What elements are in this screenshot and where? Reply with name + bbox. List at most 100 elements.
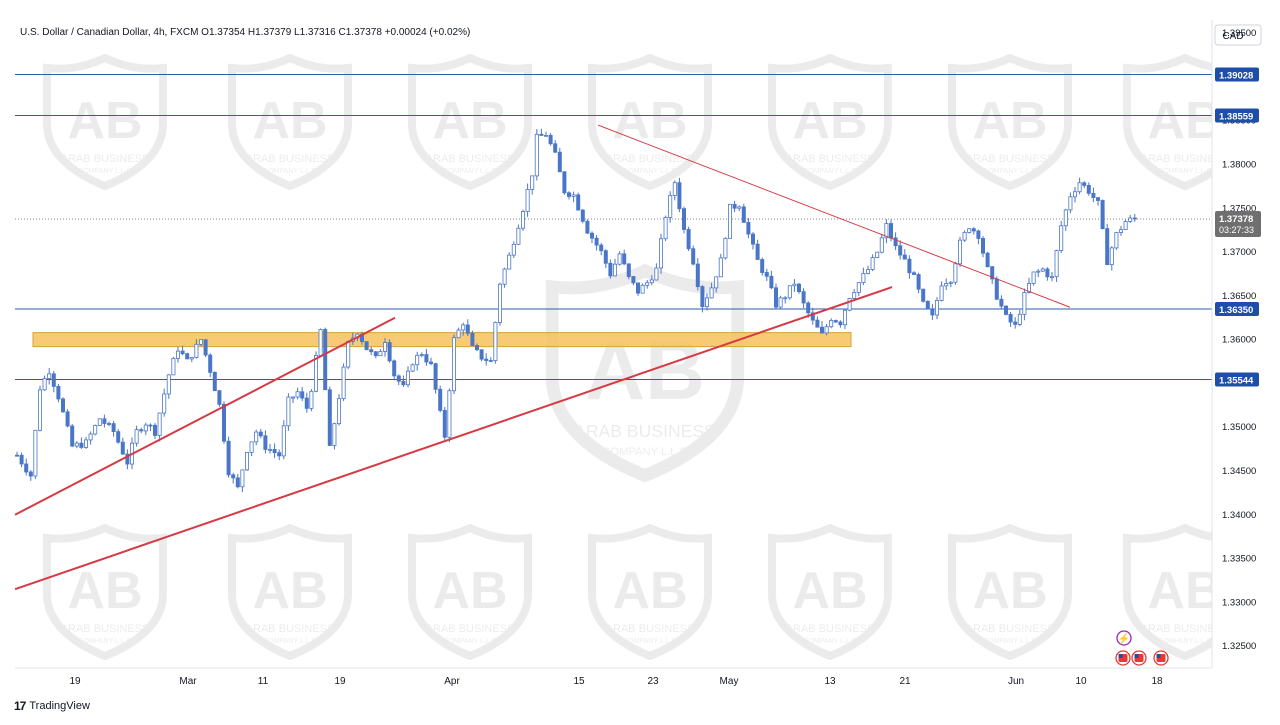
candle-body: [659, 238, 664, 269]
candle-body: [709, 287, 714, 299]
watermark-subtext: COMPANY L.L.C: [263, 168, 316, 175]
candle-body: [281, 425, 286, 457]
x-tick-label: 13: [824, 676, 836, 687]
candle-body: [42, 378, 47, 391]
economic-events[interactable]: ⚡: [1115, 630, 1169, 666]
candle-body: [539, 133, 544, 136]
watermark-logo: AB: [972, 562, 1047, 620]
candle-body: [962, 232, 967, 241]
candle-body: [852, 292, 857, 299]
candle-body: [737, 206, 742, 209]
candle-body: [272, 448, 277, 454]
shield-outline: [948, 53, 1072, 191]
candle-body: [70, 425, 75, 447]
candle-body: [295, 391, 300, 398]
candle-body: [580, 209, 585, 222]
candle-body: [902, 254, 907, 260]
candle-body: [640, 284, 645, 294]
candle-body: [189, 357, 194, 360]
candle-body: [373, 351, 378, 357]
candle-body: [323, 329, 328, 391]
candle-body: [74, 442, 79, 447]
watermark-subtext: COMPANY L.L.C: [803, 638, 856, 645]
candle-body: [97, 418, 102, 426]
trendlines: [14, 124, 1071, 591]
level-price-label: 1.36350: [1219, 305, 1253, 316]
candle-body: [760, 259, 765, 273]
candle-body: [1013, 321, 1018, 325]
flag-canton: [1134, 654, 1139, 658]
y-tick-label: 1.34000: [1222, 510, 1256, 521]
candle-body: [838, 321, 843, 326]
level-price-tag: [1215, 372, 1259, 387]
shield-outline: [228, 53, 352, 191]
candle-body: [125, 453, 130, 465]
candle-body: [631, 276, 636, 284]
candle-body: [1054, 250, 1059, 278]
watermark-subtext: COMPANY L.L.C: [983, 168, 1036, 175]
candle-body: [419, 354, 424, 356]
candle-body: [672, 182, 677, 196]
y-tick-label: 1.32500: [1222, 641, 1256, 652]
candle-body: [428, 361, 433, 365]
x-tick-label: 15: [573, 676, 585, 687]
candle-body: [1077, 182, 1082, 193]
candle-body: [939, 285, 944, 301]
candle-body: [521, 211, 526, 229]
support-zone-rect: [32, 332, 852, 348]
candle-body: [585, 220, 590, 234]
candle-body: [783, 297, 788, 300]
candle-body: [401, 380, 406, 386]
candle-body: [654, 267, 659, 281]
candle-body: [378, 351, 383, 357]
candle-body: [28, 471, 33, 477]
candle-body: [171, 357, 176, 376]
candle-body: [254, 431, 259, 443]
y-tick-label: 1.38000: [1222, 159, 1256, 170]
candle-body: [484, 358, 489, 361]
candle-body: [843, 309, 848, 326]
candle-body: [465, 324, 470, 334]
candle-body: [221, 403, 226, 442]
candle-body: [741, 206, 746, 223]
watermark-subtext: COMPANY L.L.C: [443, 638, 496, 645]
candle-body: [1109, 247, 1114, 266]
candle-body: [415, 354, 420, 366]
candle-body: [226, 440, 231, 476]
candle-body: [622, 253, 627, 265]
watermark-shield-icon: AB ARAB BUSINESS COMPANY L.L.C: [43, 53, 167, 191]
candle-body: [958, 239, 963, 265]
candle-body: [603, 250, 608, 264]
watermark-logo: AB: [67, 562, 142, 620]
candle-body: [856, 282, 861, 293]
watermark-subtext: COMPANY L.L.C: [803, 168, 856, 175]
candle-body: [212, 371, 217, 392]
candle-body: [594, 237, 599, 246]
y-tick-label: 1.37500: [1222, 203, 1256, 214]
candle-body: [152, 424, 157, 436]
candle-body: [84, 439, 89, 448]
candle-body: [143, 424, 148, 432]
candle-body: [723, 237, 728, 259]
candle-body: [336, 398, 341, 425]
candle-body: [553, 143, 558, 153]
watermark-shield-icon: AB ARAB BUSINESS COMPANY L.L.C: [228, 53, 352, 191]
shield-outline: [545, 263, 745, 483]
candle-body: [382, 342, 387, 352]
watermark-subtext: COMPANY L.L.C: [1158, 638, 1211, 645]
tradingview-footer[interactable]: 17 TradingView: [14, 697, 90, 715]
candle-body: [1036, 270, 1041, 273]
shield-outline: [588, 53, 712, 191]
candle-body: [1004, 305, 1009, 315]
candle-body: [461, 324, 466, 331]
candle-body: [497, 283, 502, 323]
candle-body: [925, 300, 930, 310]
candle-body: [410, 364, 415, 372]
level-price-label: 1.38559: [1219, 112, 1253, 123]
candle-body: [636, 282, 641, 294]
watermark-logo: AB: [612, 562, 687, 620]
candle-body: [286, 396, 291, 427]
currency-label: CAD: [1222, 31, 1243, 42]
